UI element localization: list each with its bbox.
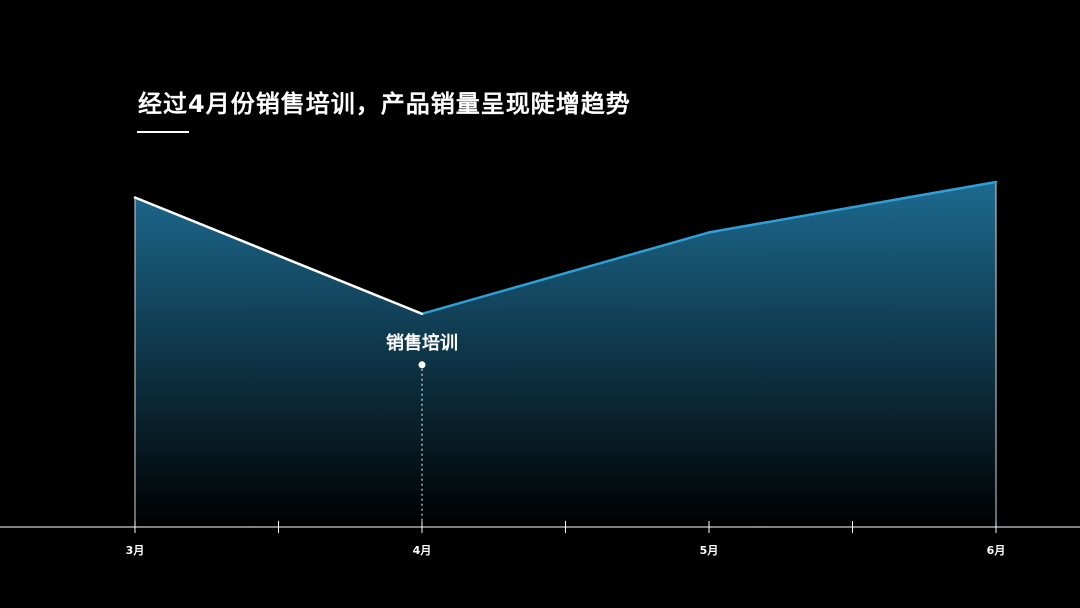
page-title: 经过4月份销售培训，产品销量呈现陡增趋势 [138,90,631,118]
series-line-segment-3 [707,180,998,234]
x-tick-label-5月: 5月 [700,544,719,557]
area-fill [135,182,996,527]
title-underline [137,131,189,133]
x-tick-label-3月: 3月 [126,544,145,557]
data-point-6月 [994,180,998,184]
data-point-4月 [420,312,424,316]
annotation-label: 销售培训 [386,332,458,354]
annotation-marker [418,361,426,369]
series-line-segment-2 [420,231,711,316]
x-tick-label-4月: 4月 [413,544,432,557]
x-tick-label-6月: 6月 [987,544,1006,557]
data-point-3月 [133,196,137,199]
series-line-segment-1 [133,196,424,316]
data-point-5月 [707,231,711,234]
